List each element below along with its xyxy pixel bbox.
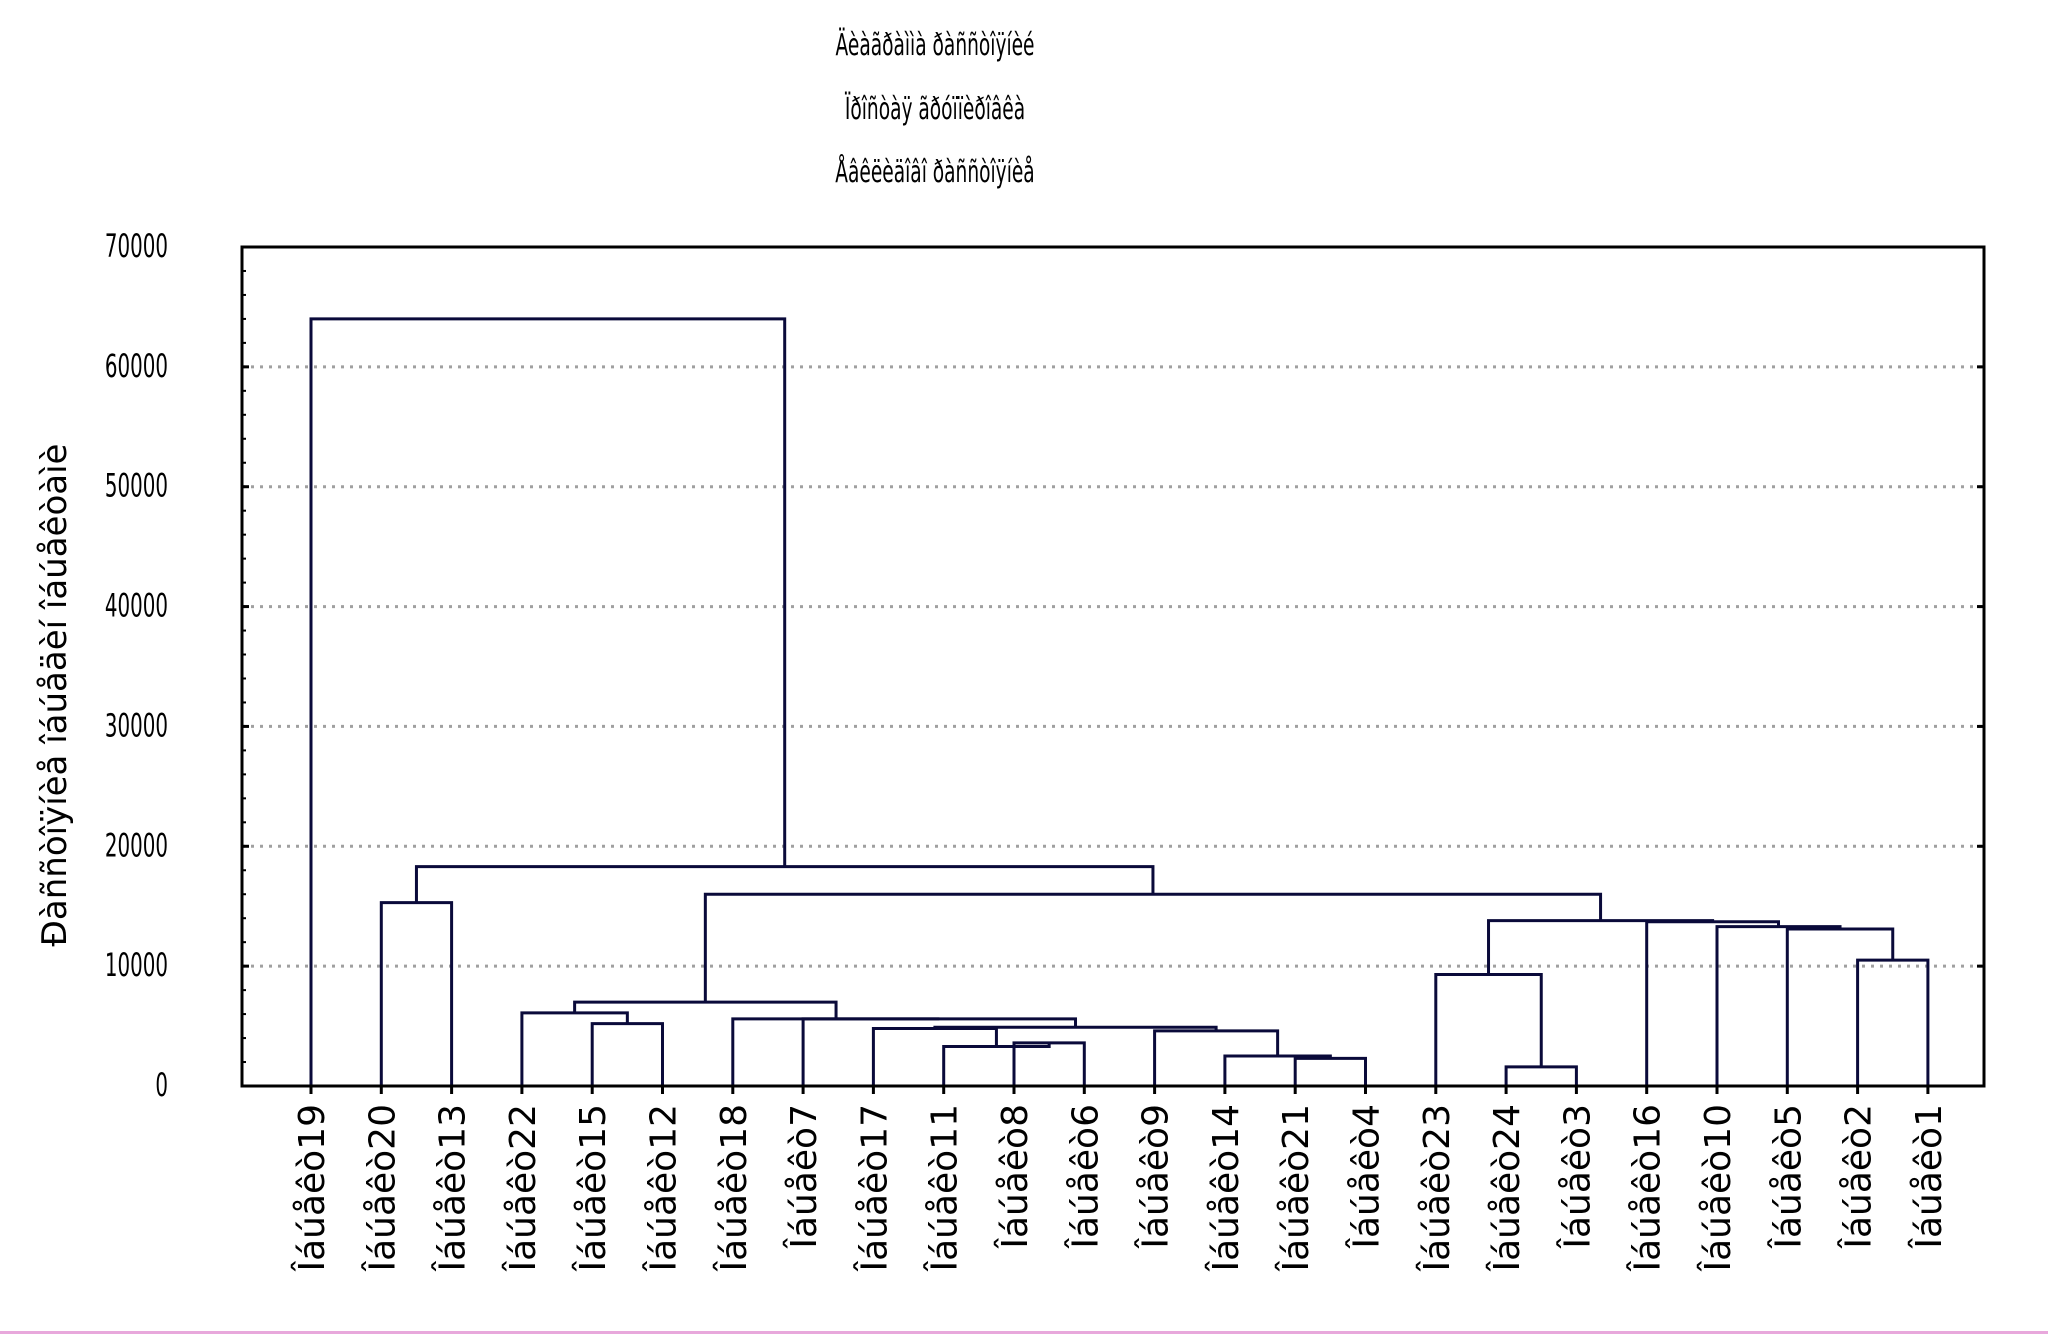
dendrogram-link (520, 1011, 629, 1086)
dendrogram-link (1504, 1065, 1578, 1086)
leaf-label: Îáúåêò18 (713, 1104, 755, 1273)
leaf-label: Îáúåêò11 (924, 1104, 966, 1273)
leaf-label: Îáúåêò8 (994, 1104, 1036, 1250)
leaf-label: Îáúåêò10 (1697, 1104, 1739, 1273)
y-axis-label: Ðàññòîÿíèå îáúåäèí îáúåêòàìè (35, 444, 75, 947)
plot-frame (240, 245, 1986, 1088)
leaf-label: Îáúåêò6 (1064, 1104, 1106, 1250)
dendrogram-link (871, 1026, 998, 1086)
dendrogram-link (1645, 920, 1781, 1086)
y-tick-label: 40000 (105, 588, 168, 625)
dendrogram-links (309, 317, 1930, 1086)
dendrogram-link (1223, 1054, 1332, 1086)
y-tick-label: 50000 (105, 468, 168, 505)
leaf-label: Îáúåêò21 (1275, 1104, 1317, 1273)
y-tick-label: 30000 (105, 708, 168, 745)
leaf-label: Îáúåêò13 (432, 1104, 474, 1273)
axis-ticks (242, 245, 1984, 1094)
leaf-label: Îáúåêò22 (502, 1104, 544, 1273)
y-tick-label: 0 (155, 1067, 168, 1104)
leaf-label: Îáúåêò4 (1346, 1104, 1388, 1250)
grid-layer (242, 365, 1984, 968)
leaf-label: Îáúåêò14 (1205, 1104, 1247, 1273)
dendrogram-link (703, 892, 1603, 1003)
leaf-label: Îáúåêò5 (1767, 1104, 1809, 1250)
chart-title-line-1: Äèàãðàììà ðàññòîÿíèé (835, 28, 1035, 63)
leaf-label: Îáúåêò23 (1416, 1104, 1458, 1273)
y-tick-label: 10000 (105, 947, 168, 984)
leaf-label: Îáúåêò19 (291, 1104, 333, 1273)
chart-title-line-3: Åâêëèäîâî ðàññòîÿíèå (835, 155, 1035, 190)
dendrogram-link (1012, 1041, 1086, 1086)
dendrogram-link (1293, 1056, 1367, 1086)
dendrogram-link (573, 1000, 838, 1019)
dendrogram-link (1785, 927, 1895, 1086)
leaf-label: Îáúåêò12 (643, 1104, 685, 1273)
leaf-label: Îáúåêò1 (1908, 1104, 1950, 1250)
leaf-label: Îáúåêò15 (572, 1104, 614, 1273)
leaf-label: Îáúåêò20 (361, 1104, 403, 1273)
leaf-label: Îáúåêò2 (1838, 1104, 1880, 1250)
y-tick-label: 20000 (105, 827, 168, 864)
chart-title-line-2: Ïðîñòàÿ ãðóïïèðîâêà (844, 92, 1026, 127)
dendrogram-link (1856, 958, 1930, 1086)
bottom-border (0, 1331, 2048, 1334)
leaf-label: Îáúåêò9 (1135, 1104, 1177, 1250)
axis-labels: 0 10000 20000 30000 40000 50000 60000 70000 Îáúå… (105, 228, 1950, 1272)
dendrogram-link (309, 317, 787, 1086)
y-tick-label: 70000 (105, 228, 168, 265)
dendrogram-link (590, 1022, 664, 1086)
leaf-label: Îáúåêò7 (783, 1104, 825, 1250)
leaf-label: Îáúåêò17 (853, 1104, 895, 1273)
dendrogram-link (1434, 973, 1543, 1086)
dendrogram-link (414, 865, 1155, 903)
dendrogram-link (1153, 1029, 1280, 1086)
leaf-label: Îáúåêò3 (1556, 1104, 1598, 1250)
leaf-label: Îáúåêò24 (1486, 1104, 1528, 1273)
dendrogram-link (379, 901, 454, 1086)
dendrogram-link (942, 1042, 1051, 1086)
leaf-label: Îáúåêò16 (1627, 1104, 1669, 1273)
dendrogram-link (731, 1017, 940, 1086)
y-tick-label: 60000 (105, 348, 168, 385)
dendrogram-link (1715, 925, 1842, 1086)
